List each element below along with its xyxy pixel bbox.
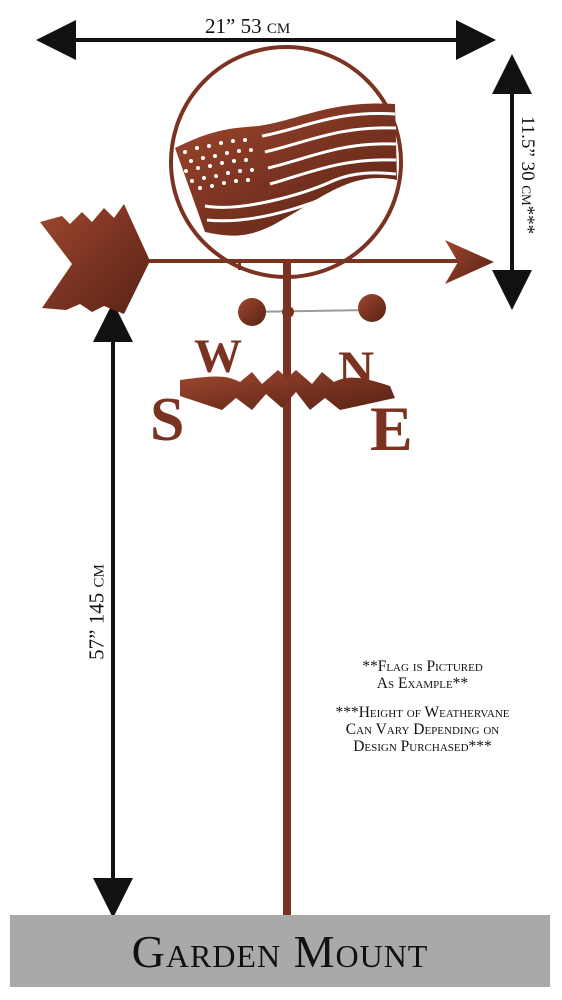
height-note-line-2: Can Vary Depending on bbox=[345, 721, 500, 738]
height-dimension-label: 57” 145 cm bbox=[84, 564, 109, 660]
height-varies-note: ***Height of Weathervane Can Vary Depend… bbox=[290, 704, 555, 755]
width-dimension-label: 21” 53 cm bbox=[205, 14, 291, 38]
compass-letter-w: W bbox=[194, 330, 242, 383]
arrow-head-icon bbox=[445, 240, 494, 284]
compass-arms bbox=[180, 370, 395, 410]
compass-letters: S W N E bbox=[150, 330, 413, 464]
arrow-shaft bbox=[140, 259, 460, 263]
depth-dimension-label: 11.5” 30 cm*** bbox=[517, 115, 538, 235]
arrow-tail-icon bbox=[40, 204, 150, 314]
flag-note-line-2: As Example** bbox=[376, 675, 469, 692]
flag-note-line-1: **Flag is Pictured bbox=[362, 658, 483, 675]
compass-letter-s: S bbox=[150, 386, 184, 454]
compass-letter-e: E bbox=[370, 393, 413, 464]
pole bbox=[283, 262, 291, 917]
banner-label: Garden Mount bbox=[131, 925, 429, 977]
height-note-line-3: Design Purchased*** bbox=[353, 738, 492, 755]
compass-letter-n: N bbox=[338, 340, 374, 396]
height-note-line-1: ***Height of Weathervane bbox=[335, 704, 510, 721]
garden-mount-banner: Garden Mount bbox=[10, 915, 550, 987]
anemometer bbox=[238, 294, 386, 326]
american-flag bbox=[175, 103, 397, 236]
flag-stars bbox=[183, 138, 254, 193]
flag-example-note: **Flag is Pictured As Example** bbox=[290, 658, 555, 692]
